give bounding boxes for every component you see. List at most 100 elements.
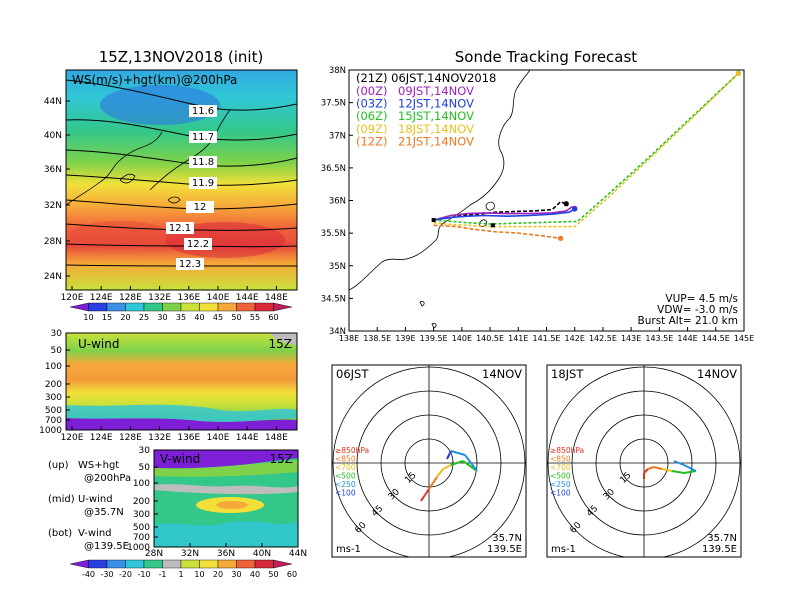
level-legend: <500: [335, 472, 356, 481]
hodograph-segment: [436, 468, 444, 478]
colorbar-label: -30: [100, 570, 113, 579]
colorbar-swatch: [236, 559, 256, 569]
colorbar-swatch: [254, 559, 274, 569]
contour-label-bg: [166, 222, 194, 234]
hodograph-segment: [671, 470, 685, 474]
lon-tick-label: 138.5E: [363, 334, 391, 343]
contour-label: 11.6: [192, 106, 214, 117]
hodo-date: 14NOV: [482, 367, 522, 381]
lon-tick-label: 140.5E: [476, 334, 504, 343]
lon-tick-label: 124E: [90, 433, 113, 443]
hodo-lat: 35.7N: [492, 533, 522, 544]
lat-tick-label: 32N: [44, 201, 62, 211]
contour-label: 11.7: [192, 132, 214, 143]
track-end-point: [563, 201, 569, 207]
colorbar-swatch: [217, 559, 237, 569]
hodograph-segment: [446, 450, 452, 460]
contour-label-bg: [189, 131, 217, 143]
lat-tick-label: 44N: [289, 549, 307, 559]
ws-map-panel: WS(m/s)+hgt(km)@200hPa 11.6 11.7 11.8 11.9 1…: [44, 69, 298, 322]
contour-label: 12.1: [169, 223, 191, 234]
legend-jst: 21JST,14NOV: [398, 134, 474, 148]
colorbar-swatch: [199, 302, 219, 312]
contour-label-bg: [186, 201, 214, 213]
contour-label: 12: [194, 202, 207, 213]
launch-site-marker: [490, 223, 495, 228]
lon-tick-label: 145E: [734, 334, 754, 343]
tracking-title: Sonde Tracking Forecast: [455, 48, 638, 66]
lat-tick-label: 35.5N: [321, 229, 346, 239]
legend-utc: (03Z): [356, 97, 388, 111]
lat-tick-label: 24N: [44, 272, 62, 282]
lon-tick-label: 120E: [61, 293, 84, 303]
pressure-tick-label: 1000: [127, 543, 150, 553]
track-line: [433, 224, 561, 240]
colorbar-label: 15: [102, 313, 112, 322]
colorbar-label: 20: [213, 570, 223, 579]
pressure-tick-label: 700: [133, 533, 150, 543]
note-key: (up): [48, 460, 69, 471]
lat-tick-label: 32N: [181, 549, 199, 559]
lon-tick-label: 139E: [395, 334, 415, 343]
hodograph-segment: [420, 494, 426, 502]
colorbar-label: 55: [250, 313, 260, 322]
note-line2: @139.5E: [84, 541, 129, 552]
colorbar-label: -1: [159, 570, 167, 579]
colorbar-label: 60: [287, 570, 297, 579]
coastline: [479, 219, 487, 227]
pressure-tick-label: 50: [139, 463, 151, 473]
legend-jst: 18JST,14NOV: [398, 122, 474, 136]
colorbar-swatch: [236, 302, 256, 312]
lat-tick-label: 40N: [44, 131, 62, 141]
note-key: (bot): [48, 528, 72, 539]
colorbar-swatch: [125, 559, 145, 569]
colorbar-label: 10: [83, 313, 93, 322]
hodo-time: 18JST: [551, 367, 584, 381]
hodo-lon: 139.5E: [487, 544, 522, 555]
lon-tick-label: 120E: [61, 433, 84, 443]
note-line1: U-wind: [78, 494, 113, 505]
lat-tick-label: 28N: [44, 237, 62, 247]
hodograph-segment: [432, 476, 438, 484]
v-wind-time: 15Z: [270, 452, 294, 466]
lon-tick-label: 141.5E: [533, 334, 561, 343]
lon-tick-label: 144E: [236, 433, 259, 443]
pressure-tick-label: 100: [45, 362, 62, 372]
hodograph-segment: [450, 460, 464, 466]
lon-tick-label: 140E: [207, 293, 230, 303]
pressure-tick-label: 500: [133, 523, 150, 533]
hodo-time: 06JST: [336, 367, 369, 381]
pressure-tick-label: 50: [51, 346, 63, 356]
pressure-tick-label: 300: [133, 510, 150, 520]
hodograph-rings: [547, 365, 741, 557]
colorbar-label: 40: [250, 570, 260, 579]
colorbar-swatch: [88, 302, 108, 312]
note-line2: @200hPa: [84, 473, 131, 484]
colorbar-swatch: [143, 559, 163, 569]
colorbar-label: 20: [120, 313, 130, 322]
hodograph-segment: [647, 466, 655, 470]
lat-tick-label: 36.5N: [321, 164, 346, 174]
lat-tick-label: 36N: [217, 549, 235, 559]
hodograph-segment: [464, 454, 478, 472]
colorbar-label: 50: [231, 313, 241, 322]
level-legend: <100: [550, 489, 571, 498]
note-key: (mid): [48, 494, 75, 505]
colorbar-swatch: [273, 559, 293, 569]
colorbar-label: 35: [176, 313, 186, 322]
colorbar-swatch: [162, 302, 182, 312]
track-line: [433, 206, 576, 221]
colorbar-label: 30: [231, 570, 241, 579]
wind-colorbar: -40 -30 -20 -10 -1 1 10 20 30 40 50 60: [69, 559, 297, 579]
coastline: [149, 109, 231, 191]
contour-label: 12.3: [179, 259, 201, 270]
legend-utc: (09Z): [356, 122, 388, 136]
hodograph-segment: [428, 482, 434, 490]
pressure-tick-label: 1000: [39, 426, 62, 436]
colorbar-label: 40: [194, 313, 204, 322]
colorbar-label: -40: [82, 570, 95, 579]
legend-utc: (12Z): [356, 134, 388, 148]
hodograph-segment: [673, 460, 685, 466]
